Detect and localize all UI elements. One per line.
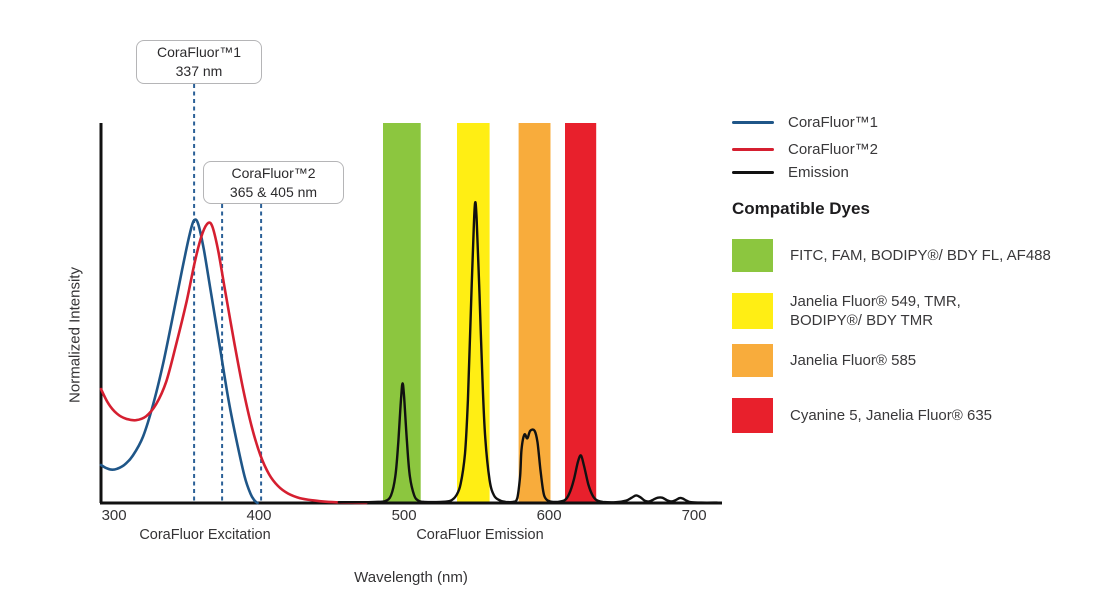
compatible-dyes-heading: Compatible Dyes <box>732 199 870 218</box>
callout-corafluor1-name: CoraFluor™1 <box>156 44 242 60</box>
dye-label-red: Cyanine 5, Janelia Fluor® 635 <box>790 406 992 425</box>
dye-label-yellow-line1: Janelia Fluor® 549, TMR, <box>790 293 961 310</box>
legend-line-swatch-blue <box>732 120 774 124</box>
x-axis-label: Wavelength (nm) <box>354 569 468 586</box>
legend-item-corafluor2: CoraFluor™2 <box>732 139 878 159</box>
x-tick-400: 400 <box>246 507 271 524</box>
dye-row-orange: Janelia Fluor® 585 <box>732 344 916 377</box>
filter-band-yellow <box>457 123 490 503</box>
dye-row-green: FITC, FAM, BODIPY®/ BDY FL, AF488 <box>732 239 1051 272</box>
x-tick-500: 500 <box>392 507 417 524</box>
series-curve-0-excitation <box>99 218 259 505</box>
dye-label-green-line1: FITC, FAM, BODIPY®/ BDY FL, AF488 <box>790 247 1051 264</box>
dye-row-yellow: Janelia Fluor® 549, TMR, BODIPY®/ BDY TM… <box>732 292 961 330</box>
legend-item-corafluor1: CoraFluor™1 <box>732 112 878 132</box>
callout-corafluor1-wavelength: 337 nm <box>175 63 223 79</box>
callout-corafluor2-name: CoraFluor™2 <box>231 164 316 181</box>
dye-label-green: FITC, FAM, BODIPY®/ BDY FL, AF488 <box>790 246 1051 265</box>
dye-swatch-green <box>732 239 773 272</box>
dye-label-red-line1: Cyanine 5, Janelia Fluor® 635 <box>790 407 993 424</box>
legend-label-corafluor2: CoraFluor™2 <box>788 140 879 158</box>
y-axis-label: Normalized Intensity <box>66 267 84 403</box>
series-curve-1-excitation <box>99 221 368 505</box>
filter-band-orange <box>518 123 551 503</box>
dye-row-red: Cyanine 5, Janelia Fluor® 635 <box>732 398 992 433</box>
x-tick-600: 600 <box>537 507 562 524</box>
legend-line-swatch-black <box>732 170 774 174</box>
x-tick-300: 300 <box>102 507 127 524</box>
legend-line-swatch-red <box>732 147 774 151</box>
dye-swatch-orange <box>732 344 773 377</box>
series-curve-2-emission <box>337 201 719 504</box>
dye-label-orange-line1: Janelia Fluor® 585 <box>790 352 917 369</box>
x-section-label-excitation: CoraFluor Excitation <box>139 527 271 543</box>
legend-label-emission: Emission <box>788 163 849 181</box>
callout-corafluor2-wavelength: 365 & 405 nm <box>229 183 318 200</box>
x-tick-700: 700 <box>682 507 707 524</box>
callout-corafluor1: CoraFluor™1 337 nm <box>136 40 262 84</box>
filter-band-green <box>383 123 421 503</box>
dye-label-yellow: Janelia Fluor® 549, TMR, BODIPY®/ BDY TM… <box>790 292 961 330</box>
dye-swatch-red <box>732 398 773 433</box>
callout-corafluor2: CoraFluor™2 365 & 405 nm <box>203 161 344 204</box>
filter-band-red <box>565 123 597 503</box>
dye-label-yellow-line2: BODIPY®/ BDY TMR <box>790 312 934 329</box>
legend-label-corafluor1: CoraFluor™1 <box>788 113 879 131</box>
x-section-label-emission: CoraFluor Emission <box>416 527 544 543</box>
legend-item-emission: Emission <box>732 162 849 182</box>
dye-swatch-yellow <box>732 293 773 329</box>
dye-label-orange: Janelia Fluor® 585 <box>790 351 916 370</box>
